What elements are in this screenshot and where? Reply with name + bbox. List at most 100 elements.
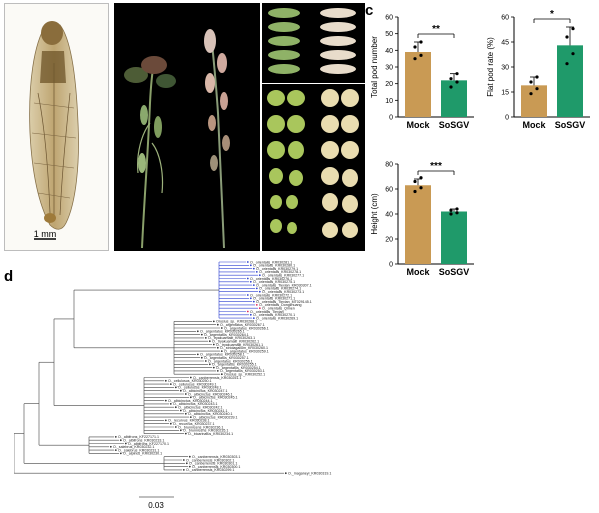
tip-marker (220, 373, 223, 376)
tip-label: O._alpinus_KR030230.1 (123, 452, 162, 456)
tip-label: O._tryakuamalit_KR030261.1 (216, 343, 263, 347)
data-point (419, 176, 423, 180)
tip-marker (182, 459, 185, 461)
tip-label: O._canberrensis_KR030301.1 (189, 462, 237, 466)
tip-label: O._orientalis_Tiexian (250, 310, 284, 314)
tip-marker (255, 271, 258, 273)
tip-label: O._argentatus_KR030259.1 (224, 349, 269, 353)
tip-marker (182, 469, 185, 471)
tip-marker (204, 337, 207, 339)
bar-mock (405, 52, 431, 117)
data-point (413, 189, 417, 194)
y-tick-label: 40 (385, 48, 393, 55)
data-point (449, 212, 453, 216)
significance-label: ** (432, 24, 440, 35)
data-point (419, 186, 423, 190)
tip-marker (188, 465, 191, 468)
tip-label: O._tryakuamalit_KR030262.1 (212, 340, 259, 344)
tree-scale-label: 0.03 (148, 501, 164, 510)
y-tick-label: 80 (385, 162, 393, 169)
tip-marker (184, 432, 187, 435)
data-point (455, 207, 459, 211)
tip-marker (208, 340, 211, 343)
tip-label: O._orientalis_KR030271.1 (253, 297, 295, 301)
tip-label: O._salebrus_KR030231.1 (118, 448, 159, 452)
tip-marker (185, 462, 188, 465)
tip-label: O._orientalis_KR030275.1 (253, 280, 295, 284)
tip-marker (252, 284, 255, 286)
tip-label: O._brunnicens_KR030235.1 (183, 429, 228, 433)
category-label: SoSGV (439, 267, 470, 277)
tip-label: O._orientalis_KR030277.1 (262, 274, 304, 278)
tip-marker (179, 389, 182, 392)
tip-marker (204, 360, 207, 362)
category-label: SoSGV (555, 120, 586, 130)
tip-marker (174, 406, 177, 409)
tip-marker (124, 442, 127, 445)
tip-marker (252, 267, 255, 270)
significance-label: *** (430, 161, 442, 172)
tip-marker (212, 366, 215, 369)
tip-marker (196, 353, 199, 356)
tip-label: O._orientalis_KR030276.1 (250, 277, 292, 281)
tip-label: O._cellulosus_KR030248.1 (178, 386, 222, 390)
tip-label: O._albicinctus_KR030240.1 (188, 412, 233, 416)
tip-marker (208, 363, 211, 366)
panel-label-d: d (4, 268, 14, 285)
tip-marker (255, 287, 258, 290)
data-point (565, 62, 569, 66)
tip-marker (179, 409, 182, 412)
tip-label: O._argentatus_KR030254.1 (216, 366, 261, 370)
tip-label: O._canberrensis_KR030251.1 (193, 376, 241, 380)
tip-marker (189, 376, 192, 379)
chart-flat-pod-rate: 0 15 30 45 60 Flat pod rate (%) Mock SoSGV * (486, 9, 590, 130)
tip-label: O._argentatus_KR030265.1 (200, 330, 245, 334)
bar-sosgv (441, 80, 467, 117)
tip-label: O._bicarinatus_KR030234.1 (188, 432, 233, 436)
tip-label: O._albicinctus_KR030239.1 (193, 415, 238, 419)
tip-marker (252, 317, 255, 319)
tip-marker (109, 445, 112, 448)
tip-label: O._canberrensis_KR030302.1 (186, 458, 234, 462)
tip-label: O._brunnicens_KR030236.1 (178, 425, 223, 429)
y-tick-label: 60 (385, 15, 393, 22)
tip-marker (174, 386, 177, 389)
y-tick-label: 60 (501, 15, 509, 22)
tip-marker (114, 449, 117, 451)
tip-label: O._orientalis_KR030278.1 (259, 270, 301, 274)
tip-label: O._argentatus_KR030256.1 (208, 359, 253, 363)
y-tick-label: 50 (385, 31, 393, 38)
bar-sosgv (557, 45, 583, 118)
tip-label: O._orientalis_KR030272.1 (250, 293, 292, 297)
tip-marker (200, 356, 203, 359)
category-label: Mock (406, 267, 430, 277)
tip-label: O._striolagallum_KR030260.1 (220, 346, 268, 350)
tip-marker (169, 383, 172, 385)
tip-marker (249, 280, 252, 283)
data-point (565, 35, 569, 39)
tip-marker (252, 300, 255, 303)
tip-label: O._albicinctus_KR030241.1 (183, 409, 228, 413)
tip-label: O._recurvus_KR030237.1 (173, 422, 215, 426)
chart-total-pod-number: 0 10 20 30 40 50 60 Total pod number Mock SoSGV ** (370, 15, 474, 130)
tip-marker (114, 436, 117, 438)
y-tick-label: 30 (385, 65, 393, 72)
tip-marker (164, 419, 167, 422)
tip-marker (246, 277, 249, 280)
tip-marker (164, 379, 167, 382)
tip-label: O._canberrensis_KR030299.1 (186, 468, 234, 472)
tip-label: O._albicinctus_KR030242.1 (178, 406, 223, 410)
data-point (449, 77, 453, 81)
category-label: SoSGV (439, 120, 470, 130)
tip-marker (188, 455, 191, 458)
tip-marker (249, 297, 252, 300)
tip-marker (216, 370, 219, 372)
data-point (455, 211, 459, 215)
tip-marker (258, 290, 261, 293)
y-tick-label: 10 (385, 98, 393, 105)
seeds-photo (262, 84, 365, 251)
data-point (529, 92, 533, 96)
tip-label: O._albicinctus_KR030243.1 (173, 402, 218, 406)
tip-label: O._argentatus_KR030266.1 (224, 326, 269, 330)
tip-label: O._canberrensis_KR030300.1 (192, 465, 240, 469)
